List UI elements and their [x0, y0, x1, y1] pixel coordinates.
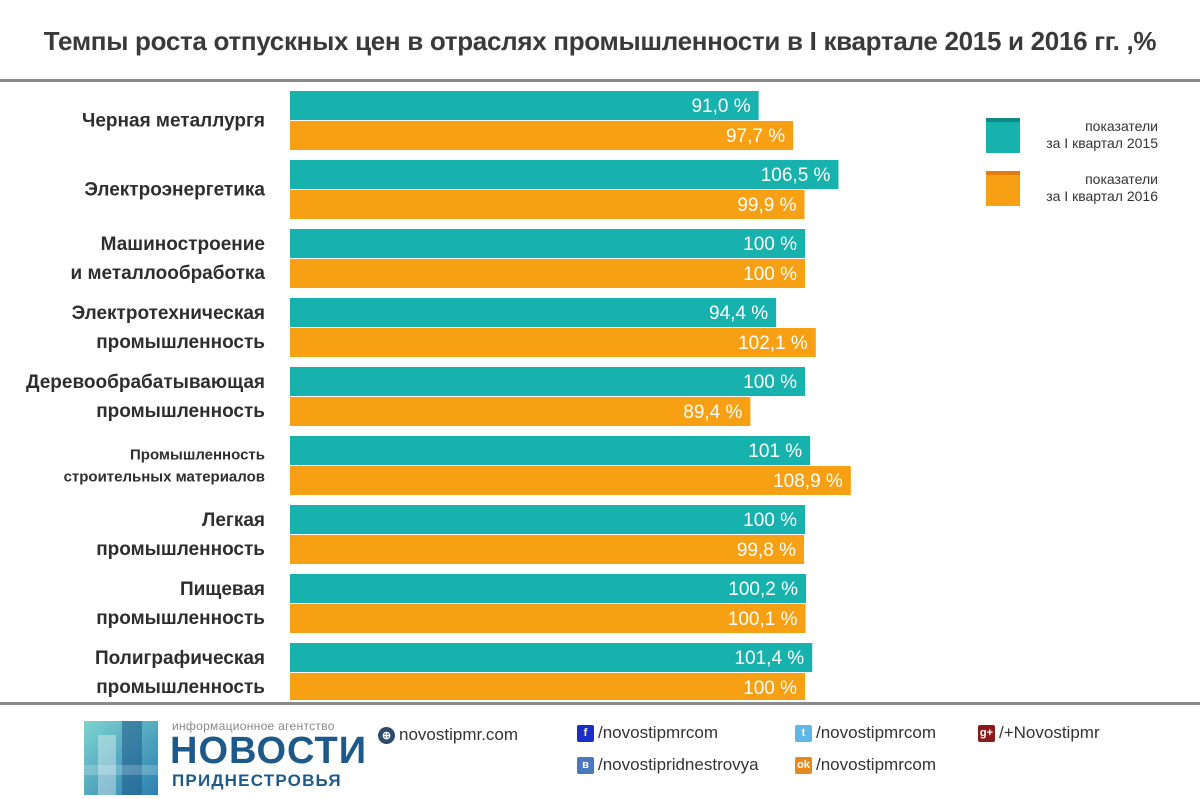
bar-2015: [290, 298, 777, 327]
bar-2015: [290, 91, 759, 120]
bar-value-label: 100,2 %: [728, 579, 798, 600]
legend-label-2015: показатели за I квартал 2015: [1046, 118, 1158, 151]
category-label: Пищевая промышленность: [96, 579, 265, 629]
logo-wordmark: НОВОСТИ: [170, 730, 368, 772]
bar-2016: [290, 673, 805, 700]
category-label: Черная металлургя: [82, 111, 265, 132]
category-label: Полиграфическая промышленность: [95, 648, 265, 698]
google-plus-icon: g+: [978, 724, 995, 742]
globe-icon: ⊕: [378, 726, 395, 744]
legend-swatch-2015: [986, 118, 1020, 153]
bottom-divider: [0, 702, 1200, 705]
bar-value-label: 101,4 %: [734, 648, 804, 669]
bar-2016: [290, 259, 805, 288]
vk-icon: в: [577, 756, 594, 774]
bar-2015: [290, 229, 805, 258]
legend-swatch-2016: [986, 171, 1020, 206]
bar-value-label: 102,1 %: [738, 333, 808, 354]
category-label: Электротехническая промышленность: [72, 303, 265, 353]
logo-subtitle: ПРИДНЕСТРОВЬЯ: [172, 771, 342, 790]
twitter-link[interactable]: t /novostipmrcom: [795, 723, 936, 743]
bar-chart: Черная металлургя 91,0 % 97,7 % Электроэнер…: [26, 91, 851, 700]
bar-value-label: 106,5 %: [761, 165, 831, 186]
bar-2016: [290, 328, 816, 357]
bar-value-label: 89,4 %: [683, 402, 742, 423]
site-link[interactable]: ⊕ novostipmr.com: [378, 725, 518, 745]
bar-2015: [290, 505, 805, 534]
category-label: Легкая промышленность: [96, 510, 265, 560]
bar-2015: [290, 574, 807, 603]
bar-2016: [290, 190, 805, 219]
logo-icon: [84, 721, 158, 795]
logo-tagline: информационное агентство: [172, 719, 335, 733]
chart-title: Темпы роста отпускных цен в отраслях про…: [43, 26, 1157, 56]
bar-2016: [290, 121, 794, 150]
bar-value-label: 97,7 %: [726, 126, 785, 147]
category-label: Машиностроение и металлообработка: [71, 234, 266, 284]
bar-2015: [290, 436, 811, 465]
bar-value-label: 99,9 %: [737, 195, 796, 216]
bar-2015: [290, 367, 805, 396]
category-label: Промышленность строительных материалов: [64, 446, 265, 485]
bar-value-label: 100 %: [743, 678, 797, 699]
category-label: Деревообрабатывающая промышленность: [26, 372, 265, 422]
bar-2015: [290, 643, 813, 672]
category-label: Электроэнергетика: [84, 180, 265, 201]
odnoklassniki-icon: ok: [795, 756, 812, 774]
bar-value-label: 100 %: [743, 264, 797, 285]
googleplus-link[interactable]: g+ /+Novostipmr: [978, 723, 1100, 742]
top-divider: [0, 79, 1200, 82]
facebook-icon: f: [577, 724, 594, 742]
bar-value-label: 100 %: [743, 510, 797, 531]
bar-value-label: 101 %: [748, 441, 802, 462]
twitter-icon: t: [795, 724, 812, 742]
bar-2016: [290, 397, 751, 426]
bar-value-label: 99,8 %: [737, 540, 796, 561]
bar-2015: [290, 160, 839, 189]
facebook-link[interactable]: f /novostipmrcom: [577, 723, 718, 743]
vk-link[interactable]: в /novostipridnestrovya: [577, 755, 759, 775]
odnoklassniki-link[interactable]: ok /novostipmrcom: [795, 755, 936, 775]
bar-value-label: 100,1 %: [728, 609, 798, 630]
bar-value-label: 108,9 %: [773, 471, 843, 492]
bar-value-label: 94,4 %: [709, 303, 768, 324]
bar-value-label: 100 %: [743, 372, 797, 393]
legend-label-2016: показатели за I квартал 2016: [1046, 171, 1158, 204]
footer: информационное агентство НОВОСТИ ПРИДНЕС…: [0, 705, 1200, 799]
bar-2016: [290, 535, 804, 564]
bar-2016: [290, 604, 806, 633]
bar-value-label: 100 %: [743, 234, 797, 255]
bar-2016: [290, 466, 851, 495]
bar-value-label: 91,0 %: [691, 96, 750, 117]
